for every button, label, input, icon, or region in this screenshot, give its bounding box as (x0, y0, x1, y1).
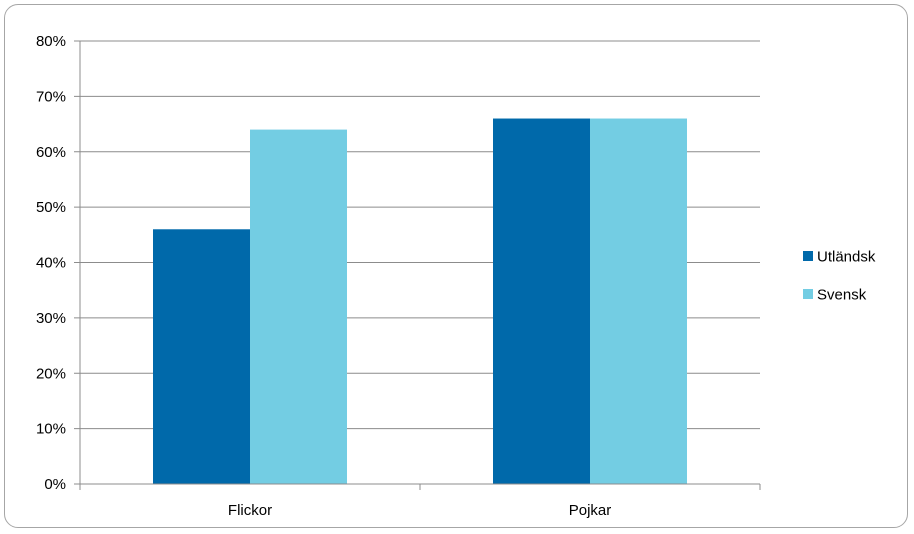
bar-utlandsk-flickor (153, 229, 250, 484)
y-tick-label: 50% (36, 199, 66, 216)
bar-svensk-flickor (250, 129, 347, 484)
y-tick-label: 30% (36, 310, 66, 327)
bars (153, 118, 687, 485)
x-axis: Flickor Pojkar (79, 483, 761, 519)
y-tick-label: 0% (44, 476, 66, 493)
y-tick-label: 70% (36, 88, 66, 105)
legend-label-utlandsk: Utländsk (817, 249, 876, 266)
x-tick-label: Pojkar (569, 502, 612, 519)
bar-utlandsk-pojkar (493, 118, 590, 485)
y-tick-label: 40% (36, 255, 66, 272)
legend-label-svensk: Svensk (817, 287, 867, 304)
y-tick-label: 10% (36, 421, 66, 438)
y-tick-label: 20% (36, 365, 66, 382)
legend: Utländsk Svensk (803, 249, 876, 304)
legend-swatch-svensk (803, 289, 813, 299)
y-tick-label: 60% (36, 144, 66, 161)
y-tick-label: 80% (36, 33, 66, 50)
x-tick-label: Flickor (228, 502, 272, 519)
legend-swatch-utlandsk (803, 251, 813, 261)
bar-svensk-pojkar (590, 118, 687, 485)
y-axis: 0% 10% 20% 30% 40% 50% 60% 70% 80% (36, 33, 81, 493)
